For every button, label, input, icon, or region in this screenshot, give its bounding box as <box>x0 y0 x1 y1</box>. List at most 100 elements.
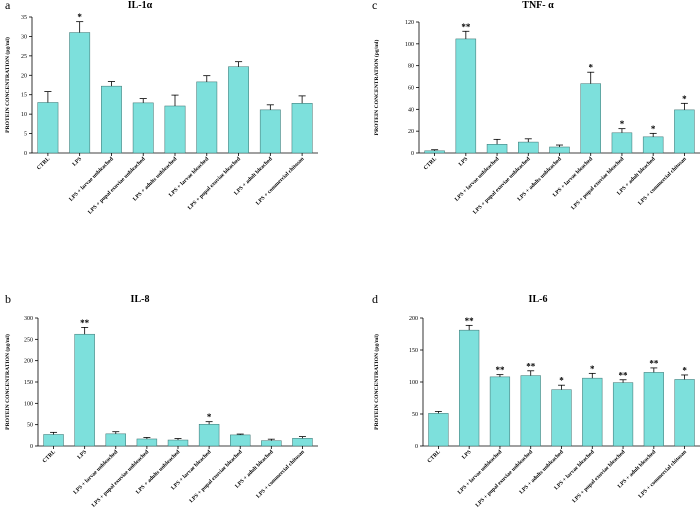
bar <box>642 136 664 154</box>
y-tick-label: 120 <box>405 20 414 26</box>
y-tick-label: 15 <box>21 93 27 99</box>
x-tick-label: LPS + pupal exuviae bleached <box>571 449 627 505</box>
x-tick-label: LPS <box>72 156 84 168</box>
panel-letter: a <box>5 0 11 12</box>
bar <box>428 413 449 447</box>
chart-panel-c: c TNF- α PROTEIN CONCENTRATION (pg/ml) 0 20 4… <box>372 0 700 216</box>
bar <box>37 102 59 154</box>
significance-marker: * <box>590 364 595 374</box>
y-axis-label: PROTEIN CONCENTRATION (pg/ml) <box>373 40 380 136</box>
significance-marker: * <box>682 365 687 375</box>
y-tick-label: 0 <box>30 444 33 450</box>
y-tick-label: 150 <box>24 380 33 386</box>
x-tick-label: LPS + pupal exuviae bleached <box>187 156 243 212</box>
y-tick-label: 20 <box>21 73 27 79</box>
bar <box>643 372 664 447</box>
bar <box>489 376 511 447</box>
chart-title: IL-1α <box>128 0 153 11</box>
bar <box>459 329 480 447</box>
y-tick-label: 150 <box>409 348 418 354</box>
chart-title: IL-6 <box>529 294 548 305</box>
chart-panel-a: a IL-1α PROTEIN CONCENTRATION (pg/ml) 0 5 10 1… <box>4 0 318 216</box>
bar <box>101 85 122 154</box>
bar <box>291 103 313 154</box>
y-tick-label: 0 <box>415 444 418 450</box>
significance-marker: * <box>559 376 564 386</box>
x-tick-label: CTRL <box>423 156 438 171</box>
significance-marker: * <box>651 124 656 134</box>
bar <box>132 102 154 154</box>
bar <box>136 438 158 447</box>
y-tick-label: 200 <box>409 316 418 322</box>
y-tick-label: 20 <box>408 129 414 135</box>
bar <box>549 146 570 154</box>
y-tick-label: 300 <box>24 316 33 322</box>
chart-title: TNF- α <box>522 0 554 11</box>
significance-marker: ** <box>461 22 471 32</box>
y-tick-label: 50 <box>412 412 418 418</box>
significance-marker: ** <box>619 370 629 380</box>
bar <box>674 379 695 447</box>
bar <box>196 81 218 154</box>
y-tick-label: 250 <box>24 337 33 343</box>
y-tick-label: 10 <box>21 112 27 118</box>
x-tick-label: LPS <box>458 156 470 168</box>
x-tick-label: LPS + pupal exuviae unbleached <box>475 449 535 509</box>
significance-marker: * <box>588 63 593 73</box>
y-tick-label: 80 <box>408 64 414 70</box>
panel-letter: d <box>372 292 378 306</box>
panel-letter: c <box>372 0 377 12</box>
bar <box>164 105 186 154</box>
bar <box>551 389 572 447</box>
y-axis-label: PROTEIN CONCENTRATION (pg/ml) <box>4 37 11 133</box>
significance-marker: ** <box>80 318 90 328</box>
bar <box>611 132 633 154</box>
significance-marker: ** <box>495 365 505 375</box>
x-tick-label: CTRL <box>42 449 57 464</box>
bar <box>580 83 601 154</box>
bar <box>292 438 313 447</box>
bar <box>228 66 249 154</box>
y-tick-label: 25 <box>21 54 27 60</box>
bar <box>230 434 251 447</box>
bar <box>69 32 91 154</box>
significance-marker: * <box>207 412 212 422</box>
y-tick-label: 5 <box>24 132 27 138</box>
y-tick-label: 35 <box>21 15 27 21</box>
y-tick-label: 100 <box>409 380 418 386</box>
bar <box>520 375 541 447</box>
y-tick-label: 100 <box>405 42 414 48</box>
y-tick-label: 30 <box>21 34 27 40</box>
significance-marker: * <box>682 94 687 104</box>
chart-panel-d: d IL-6 PROTEIN CONCENTRATION (pg/ml) 0 50 100… <box>372 292 700 509</box>
bar <box>198 423 220 447</box>
chart-title: IL-8 <box>131 294 150 305</box>
bar <box>674 109 695 154</box>
x-tick-label: LPS + pupal exuviae unbleached <box>87 156 147 216</box>
bar <box>612 382 634 447</box>
bar <box>167 439 189 447</box>
bar <box>105 433 126 447</box>
significance-marker: ** <box>526 361 536 371</box>
bar <box>424 150 445 154</box>
y-tick-label: 100 <box>24 401 33 407</box>
y-tick-label: 0 <box>24 151 27 157</box>
bar <box>455 38 477 154</box>
y-tick-label: 60 <box>408 86 414 92</box>
bar <box>259 109 281 154</box>
x-tick-label: LPS + pupal exuviae bleached <box>189 449 245 505</box>
significance-marker: ** <box>649 358 659 368</box>
bar <box>261 440 282 447</box>
y-axis-label: PROTEIN CONCENTRATION (pg/ml) <box>373 334 380 430</box>
x-tick-label: CTRL <box>427 449 442 464</box>
significance-marker: ** <box>465 316 475 326</box>
y-axis-label: PROTEIN CONCENTRATION (pg/ml) <box>4 334 11 430</box>
y-tick-label: 40 <box>408 107 414 113</box>
significance-marker: * <box>77 12 82 22</box>
x-tick-label: LPS <box>461 449 473 461</box>
bar <box>486 144 508 154</box>
x-tick-label: LPS + pupal exuviae bleached <box>570 156 626 212</box>
chart-panel-b: b IL-8 PROTEIN CONCENTRATION (pg/ml) 0 50 100… <box>4 292 318 509</box>
x-tick-label: LPS + pupal exuviae unbleached <box>472 156 532 216</box>
